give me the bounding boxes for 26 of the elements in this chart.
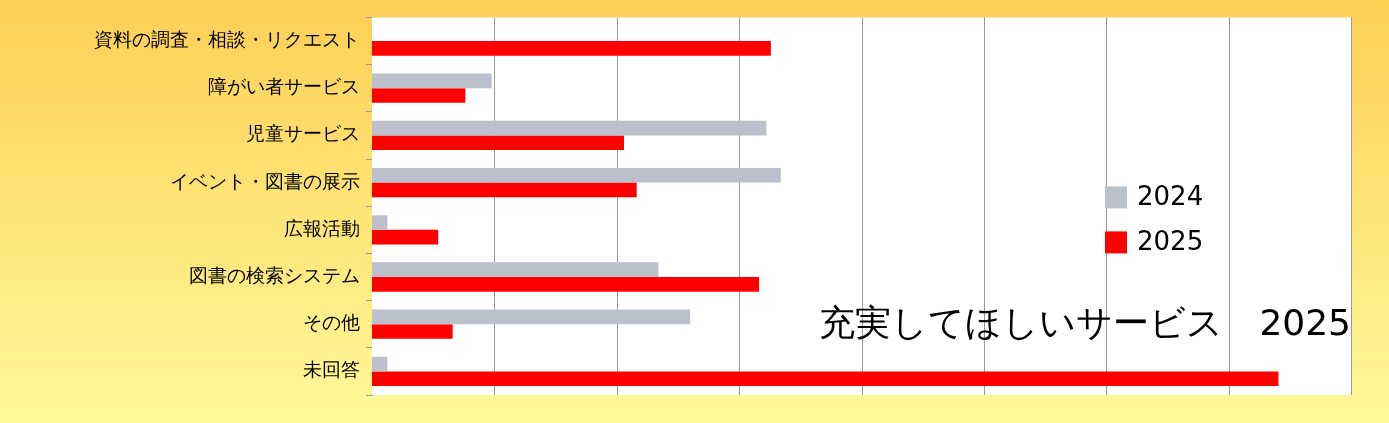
bar — [372, 182, 637, 198]
bar — [372, 167, 781, 183]
bar — [372, 88, 466, 103]
y-tick-label: イベント・図書の展示 — [170, 169, 360, 192]
y-tick-label: その他 — [303, 311, 360, 334]
y-tick-label: 広報活動 — [284, 216, 360, 239]
bar — [372, 73, 492, 89]
y-tick-label: 児童サービス — [246, 122, 360, 145]
y-tick-label: 資料の調査・相談・リクエスト — [94, 27, 360, 50]
bar — [372, 371, 1279, 387]
text: 充実してほしいサービス 2025 — [819, 301, 1351, 343]
bar — [372, 41, 771, 56]
y-tick-label: 図書の検索システム — [189, 263, 360, 286]
bar — [372, 215, 388, 230]
bar — [372, 324, 453, 339]
y-tick-label: 障がい者サービス — [208, 75, 360, 98]
bar — [372, 356, 388, 372]
bar — [372, 262, 659, 277]
legend-label: 2024 — [1137, 181, 1204, 212]
bar — [372, 120, 767, 136]
bar — [372, 229, 439, 245]
bar — [372, 277, 760, 292]
bar — [372, 309, 691, 325]
legend-label: 2025 — [1137, 226, 1204, 257]
y-tick-label: 未回答 — [303, 358, 360, 381]
bar — [372, 135, 624, 151]
